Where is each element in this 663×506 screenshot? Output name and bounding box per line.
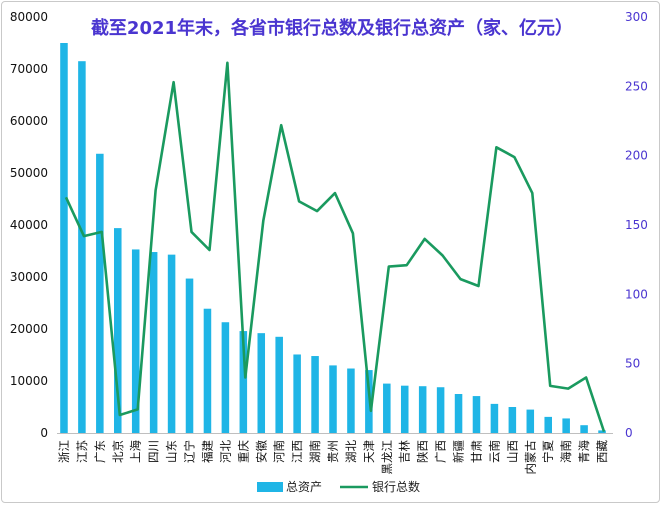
x-axis-tick: 北京 — [111, 440, 125, 463]
x-axis-tick: 广西 — [434, 440, 448, 463]
x-axis-tick: 甘肃 — [469, 440, 483, 463]
legend-swatch-bar — [257, 482, 283, 492]
x-axis-tick: 陕西 — [416, 440, 430, 463]
x-axis-tick: 内蒙古 — [523, 440, 537, 475]
right-axis-tick: 50 — [625, 357, 640, 371]
x-axis-tick: 山西 — [505, 440, 519, 463]
bar — [454, 394, 463, 433]
right-axis-tick: 200 — [625, 149, 648, 163]
bar — [311, 356, 319, 433]
axes: 0 10000 20000 30000 40000 50000 60000 70000 8000… — [10, 10, 648, 440]
bar — [526, 409, 535, 433]
x-axis-tick: 福建 — [200, 440, 214, 463]
left-axis-tick: 40000 — [10, 218, 48, 232]
left-axis-tick: 80000 — [10, 10, 48, 24]
x-axis-tick: 河北 — [218, 440, 232, 463]
bar — [78, 61, 86, 433]
line-series — [64, 61, 606, 433]
left-axis-tick: 50000 — [10, 166, 48, 180]
x-axis-tick: 天津 — [362, 440, 376, 463]
x-axis-tick: 青海 — [577, 440, 591, 463]
x-axis-tick: 山东 — [165, 440, 179, 463]
chart-title: 截至2021年末，各省市银行总数及银行总资产（家、亿元） — [91, 17, 573, 39]
bar — [96, 153, 104, 433]
bar — [347, 368, 355, 433]
left-axis-tick: 10000 — [10, 374, 48, 388]
bar — [329, 365, 337, 433]
bar — [203, 308, 212, 433]
bar — [185, 278, 194, 433]
x-axis-tick: 江西 — [290, 440, 304, 463]
right-axis-tick: 150 — [625, 218, 648, 232]
bar — [598, 430, 606, 433]
bar — [257, 333, 266, 433]
bar — [418, 386, 427, 433]
bar — [114, 228, 122, 433]
x-axis-tick: 辽宁 — [183, 440, 197, 463]
left-axis-tick: 30000 — [10, 270, 48, 284]
x-axis-tick: 云南 — [487, 440, 501, 463]
left-axis-tick: 70000 — [10, 62, 48, 76]
x-axis-tick: 湖北 — [344, 440, 358, 463]
x-axis-tick: 吉林 — [398, 440, 412, 463]
legend-label-line: 银行总数 — [372, 479, 420, 494]
bars — [60, 43, 606, 433]
x-axis-tick: 湖南 — [308, 440, 322, 463]
left-axis-tick: 0 — [40, 426, 48, 440]
bar — [383, 383, 391, 433]
x-axis-tick: 上海 — [129, 440, 143, 463]
x-axis-tick: 西藏 — [595, 440, 609, 463]
bar — [275, 336, 283, 433]
x-axis-tick: 广东 — [93, 440, 107, 463]
x-axis-tick: 江苏 — [75, 440, 89, 463]
left-axis-tick: 20000 — [10, 322, 48, 336]
x-axis-labels: 浙江 江苏 广东 北京 上海 四川 山东 辽宁 福建 河北 重庆 安徽 河南 江西 湖南 贵州 湖北 天津 黑龙江吉… — [57, 440, 609, 475]
bar — [239, 331, 248, 433]
right-axis-tick: 250 — [625, 79, 648, 93]
x-axis-tick: 河南 — [272, 440, 286, 463]
bar — [60, 43, 68, 433]
legend-label-bar: 总资产 — [286, 480, 322, 494]
bar — [149, 252, 158, 433]
bar — [562, 418, 570, 433]
x-axis-tick: 浙江 — [57, 440, 71, 463]
bar — [436, 387, 445, 433]
x-axis-tick: 新疆 — [452, 440, 466, 463]
bar — [490, 403, 499, 433]
x-axis-tick: 黑龙江 — [380, 440, 394, 475]
x-axis-tick: 贵州 — [326, 440, 340, 463]
bar — [221, 322, 230, 433]
x-axis-tick: 宁夏 — [541, 440, 555, 463]
bar — [508, 407, 517, 433]
right-axis-tick: 300 — [625, 10, 648, 24]
right-axis-tick: 0 — [625, 426, 633, 440]
left-axis-tick: 60000 — [10, 114, 48, 128]
bar — [472, 396, 481, 433]
right-axis-tick: 100 — [625, 287, 648, 301]
bar — [400, 385, 409, 433]
bar — [580, 425, 588, 433]
bar — [167, 254, 176, 433]
x-axis-tick: 重庆 — [236, 440, 250, 463]
bar — [544, 416, 552, 433]
x-axis-tick: 海南 — [559, 440, 573, 463]
x-axis-tick: 四川 — [147, 440, 161, 463]
bar — [293, 354, 301, 433]
bar — [131, 249, 140, 433]
x-axis-tick: 安徽 — [254, 440, 268, 463]
legend: 总资产 银行总数 — [257, 479, 420, 494]
